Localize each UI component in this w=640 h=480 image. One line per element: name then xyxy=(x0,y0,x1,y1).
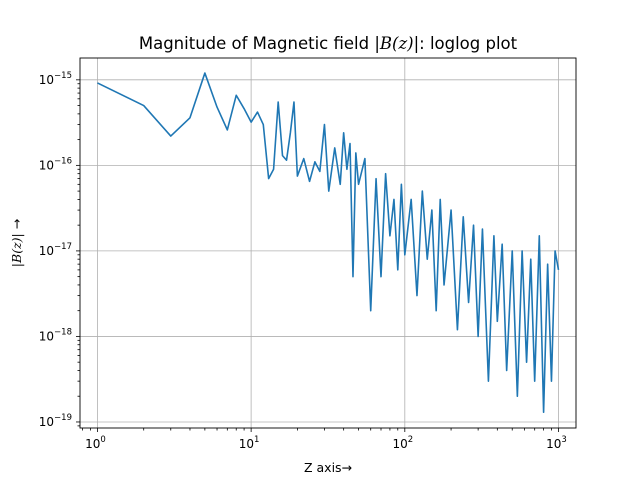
x-tick-label: 100 xyxy=(85,435,106,451)
chart-title: Magnitude of Magnetic field |B(z)|: logl… xyxy=(139,34,518,53)
y-tick-label: 10−15 xyxy=(39,71,72,87)
y-tick-label: 10−16 xyxy=(39,156,72,172)
y-tick-label: 10−19 xyxy=(39,413,72,429)
ticks: 100 101 102 103 10−19 10−18 10−17 10−16 10−15 xyxy=(39,71,567,451)
x-tick-label: 101 xyxy=(239,435,260,451)
series-line xyxy=(97,72,560,414)
x-axis-label: Z axis→ xyxy=(304,460,352,475)
plot-frame xyxy=(79,57,577,429)
y-tick-label: 10−17 xyxy=(39,242,72,258)
x-tick-label: 102 xyxy=(392,435,413,451)
y-axis-label: |B(z)| → xyxy=(9,219,24,267)
y-tick-label: 10−18 xyxy=(39,327,72,343)
x-tick-label: 103 xyxy=(546,435,567,451)
